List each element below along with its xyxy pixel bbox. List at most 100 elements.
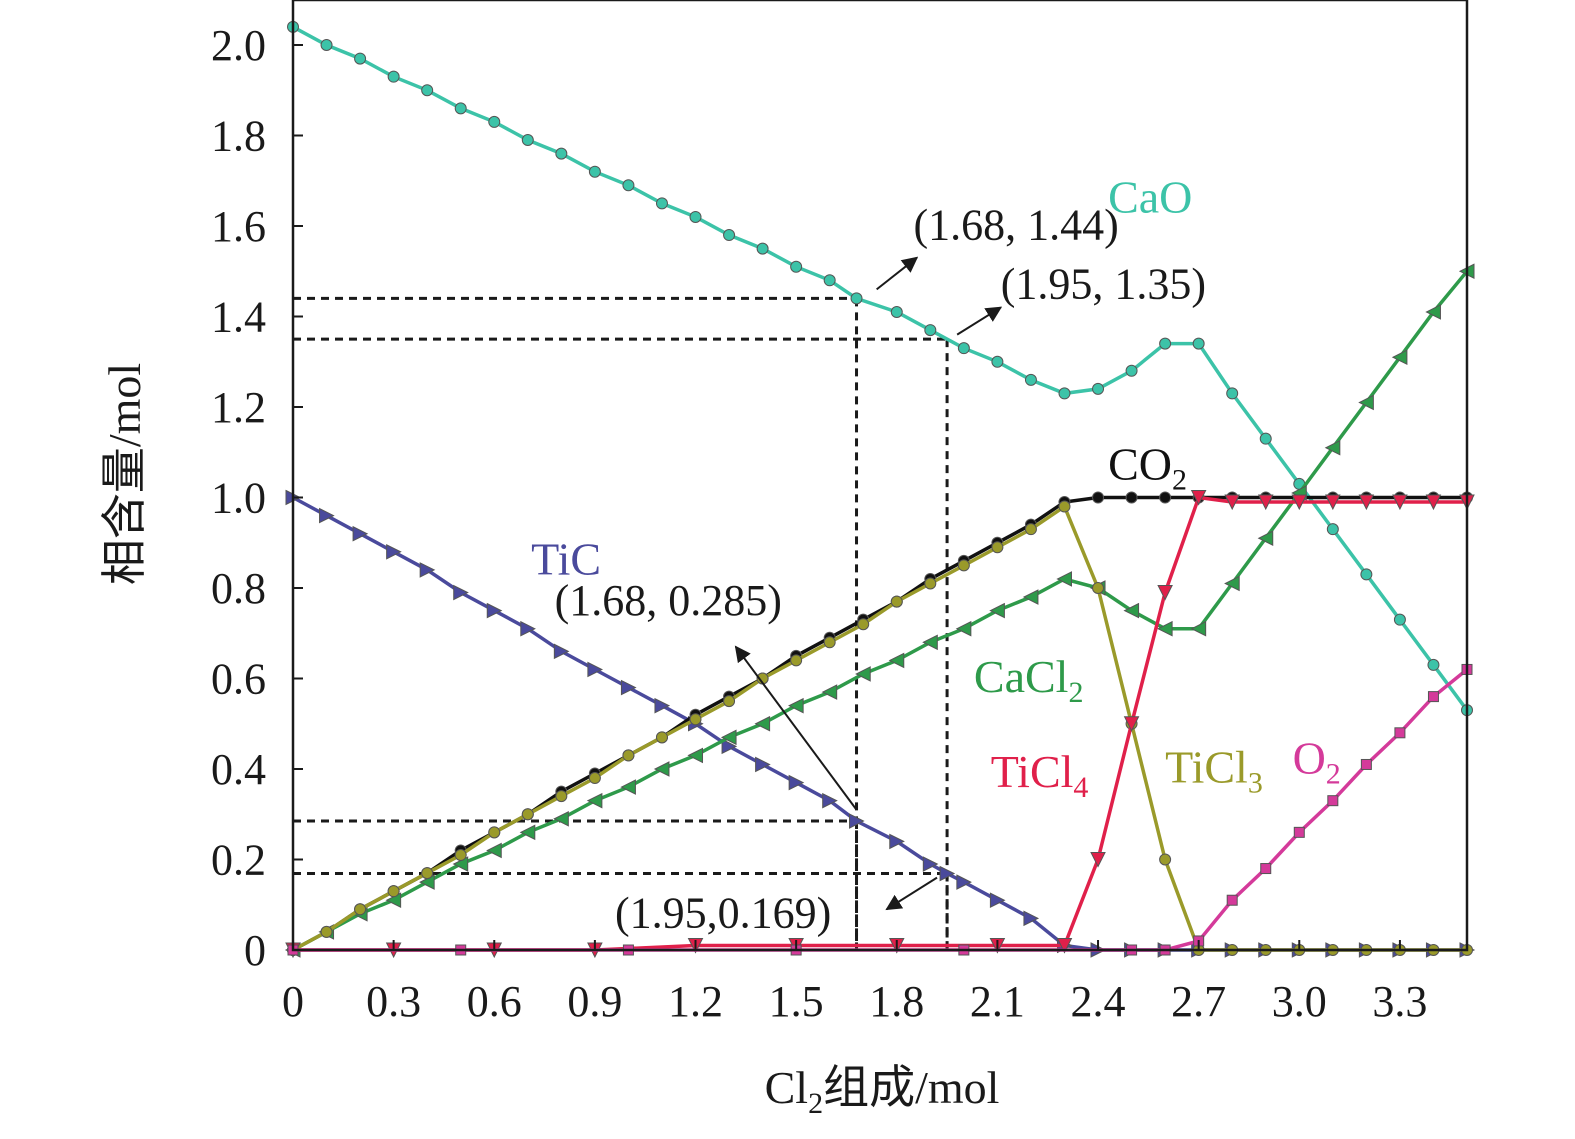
series-TiC: [285, 489, 1476, 958]
point-CaO: [622, 179, 635, 192]
point-CaO: [1226, 387, 1239, 400]
point-TiCl4: [1291, 494, 1308, 511]
series-CaO: [287, 20, 1473, 717]
point-TiC: [721, 738, 738, 755]
point-TiCl3: [823, 636, 836, 649]
point-CaCl2: [1358, 394, 1374, 411]
point-CaO: [1360, 568, 1373, 581]
y-tick-label: 2.0: [211, 21, 266, 70]
series-label-main: CaO: [1108, 171, 1192, 222]
point-TiCl3: [622, 749, 635, 762]
point-CaO: [723, 229, 736, 242]
annotation-arrow: [956, 306, 1003, 336]
y-tick-label: 1.0: [211, 474, 266, 523]
series-label-main: CaCl: [974, 651, 1069, 702]
point-TiCl4: [1123, 716, 1140, 732]
point-TiCl4: [1257, 494, 1274, 511]
x-tick-label: 2.7: [1171, 977, 1226, 1026]
point-CaO: [756, 242, 769, 255]
point-CaO: [1092, 382, 1105, 395]
annotation-label: (1.95, 1.35): [1001, 259, 1206, 308]
x-tick-label: 1.8: [869, 977, 924, 1026]
point-TiCl4: [1224, 494, 1241, 511]
point-TiC: [587, 661, 604, 678]
point-O2: [1427, 691, 1439, 703]
point-TiCl3: [957, 559, 970, 572]
point-CaCl2: [620, 779, 636, 795]
point-CaO: [521, 134, 534, 147]
point-CaCl2: [1257, 530, 1274, 547]
point-TiCl3: [857, 618, 870, 631]
x-tick-label: 2.1: [970, 977, 1025, 1026]
point-TiC: [822, 792, 838, 809]
point-TiCl3: [555, 790, 568, 803]
y-tick-label: 0.8: [211, 564, 266, 613]
plot-frame: [291, 0, 1469, 952]
point-TiC: [419, 562, 436, 578]
point-TiCl4: [1325, 494, 1341, 511]
point-TiC: [352, 525, 369, 542]
point-CaCl2: [687, 747, 704, 764]
point-TiC: [620, 679, 637, 696]
series-label-main: O: [1293, 733, 1326, 784]
x-tick-label: 0.9: [567, 977, 622, 1026]
annotations: (1.68, 1.44) (1.95, 1.35) (1.68, 0.285) (1.…: [555, 201, 1206, 938]
point-CO2: [1125, 491, 1138, 504]
point-TiC: [486, 602, 503, 619]
line-TiC: [292, 495, 1467, 952]
point-CaCl2: [720, 729, 737, 746]
line-O2: [293, 668, 1469, 952]
point-TiC: [755, 756, 771, 773]
point-TiCl4: [1425, 494, 1442, 511]
series-lines: [284, 20, 1476, 959]
point-TiCl3: [790, 654, 803, 667]
series-label-sub: 4: [1073, 771, 1088, 804]
y-tick-label: 1.4: [211, 293, 266, 342]
point-CaO: [320, 39, 333, 51]
point-CaO: [1427, 658, 1440, 671]
point-CaCl2: [922, 634, 938, 651]
series-label-sub: 2: [1172, 463, 1187, 496]
x-axis-title-main: Cl: [765, 1062, 808, 1113]
annotation-label: (1.95,0.169): [615, 888, 831, 937]
series-O2: [287, 663, 1473, 956]
x-tick-label: 1.5: [769, 977, 824, 1026]
point-CaO: [354, 52, 367, 65]
point-CaO: [1326, 523, 1339, 536]
point-CaCl2: [1123, 602, 1140, 619]
point-CaO: [1192, 337, 1205, 350]
point-CaO: [790, 260, 803, 273]
point-CaCl2: [855, 666, 871, 682]
series-label-CaO: CaO: [1108, 171, 1192, 222]
y-tick-label: 0.4: [211, 745, 266, 794]
line-CaCl2: [292, 270, 1469, 952]
point-CO2: [1159, 491, 1172, 504]
point-TiCl3: [1159, 853, 1172, 866]
series-label-sub: 3: [1248, 767, 1263, 800]
point-CaCl2: [586, 792, 603, 809]
point-TiCl3: [1092, 582, 1105, 594]
point-TiCl3: [723, 695, 736, 708]
point-TiCl3: [1058, 500, 1071, 513]
point-CaCl2: [1190, 620, 1207, 637]
point-CaCl2: [653, 761, 670, 777]
point-TiCl4: [1190, 490, 1207, 506]
point-TiCl3: [991, 541, 1004, 554]
annotation-label: (1.68, 0.285): [555, 576, 782, 625]
point-CaO: [850, 292, 863, 305]
point-CaO: [488, 115, 501, 128]
line-TiCl4: [293, 495, 1467, 952]
series-label-main: TiCl: [991, 746, 1074, 797]
point-CaCl2: [1224, 575, 1240, 592]
line-CO2: [292, 495, 1467, 952]
point-TiC: [849, 813, 865, 829]
point-TiCl4: [1392, 494, 1408, 511]
point-CaCl2: [1056, 571, 1072, 587]
point-O2: [1360, 758, 1372, 770]
point-CaO: [823, 274, 836, 287]
series-label-main: TiC: [531, 533, 601, 584]
point-O2: [1293, 826, 1305, 838]
point-TiC: [922, 856, 939, 872]
point-CaCl2: [989, 602, 1005, 619]
point-TiC: [1023, 910, 1040, 927]
